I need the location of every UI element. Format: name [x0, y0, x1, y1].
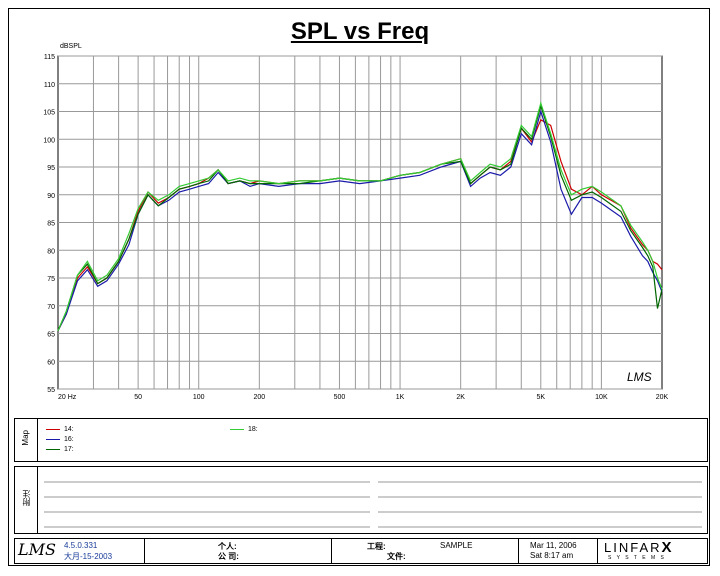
x-tick-labels: 20 Hz 50 100 200 500 1K 2K 5K 10K 20K: [58, 394, 669, 401]
project-label: 工程:: [367, 542, 386, 551]
build-date: 大月-15-2003: [64, 552, 113, 561]
legend-entry: 14:: [46, 426, 74, 433]
legend-swatch: [46, 439, 60, 440]
legend-swatch: [46, 429, 60, 430]
legend-label: 16:: [64, 436, 74, 443]
company-label: 公 司:: [218, 552, 239, 561]
map-label: Map: [21, 430, 30, 446]
legend-entry: 17:: [46, 446, 74, 453]
window-frame: [8, 8, 710, 566]
project-value: SAMPLE: [440, 541, 473, 550]
map-label-cell: [14, 418, 38, 462]
x-tick-label: 200: [253, 394, 265, 401]
y-tick-label: 90: [47, 193, 55, 200]
y-tick-label: 80: [47, 248, 55, 255]
brand-sub: S Y S T E M S: [608, 555, 666, 561]
y-tick-label: 100: [43, 137, 55, 144]
y-tick-label: 70: [47, 304, 55, 311]
x-tick-label: 20 Hz: [58, 394, 77, 401]
y-tick-label: 60: [47, 359, 55, 366]
date: Mar 11, 2006: [530, 541, 577, 550]
lms-watermark: LMS: [627, 370, 652, 384]
x-tick-label: 50: [134, 394, 142, 401]
legend-label: 14:: [64, 426, 74, 433]
footer-cell-2: [331, 538, 519, 564]
file-label: 文件:: [387, 552, 406, 561]
notes-label: 附注: [22, 490, 31, 506]
y-tick-label: 85: [47, 221, 55, 228]
x-tick-label: 2K: [456, 394, 465, 401]
x-tick-label: 500: [334, 394, 346, 401]
legend-label: 18:: [248, 426, 258, 433]
version: 4.5.0.331: [64, 541, 98, 550]
notes-label-cell: [14, 466, 38, 534]
grid: [58, 55, 662, 390]
y-tick-label: 105: [43, 110, 55, 117]
y-tick-label: 55: [47, 387, 55, 394]
brand-logo: LINFARX: [604, 539, 674, 556]
legend-entry: 16:: [46, 436, 74, 443]
map-panel: [14, 418, 708, 462]
x-tick-label: 20K: [656, 394, 669, 401]
time: Sat 8:17 am: [530, 551, 574, 560]
series-line-18: [57, 101, 663, 331]
y-tick-label: 65: [47, 332, 55, 339]
x-tick-label: 10K: [595, 394, 608, 401]
y-tick-label: 115: [44, 54, 55, 61]
brand-name: LINFAR: [604, 540, 662, 555]
person-label: 个人:: [218, 542, 237, 551]
x-tick-label: 5K: [537, 394, 546, 401]
y-tick-labels: 55 60 65 70 75 80 85 90 95 100 105 110 115: [43, 54, 55, 394]
notes-panel: [14, 466, 708, 534]
y-tick-label: 110: [44, 82, 55, 89]
x-tick-label: 1K: [396, 394, 405, 401]
legend-entry: 18:: [230, 426, 258, 433]
x-tick-label: 100: [193, 394, 205, 401]
legend-swatch: [230, 429, 244, 430]
legend-label: 17:: [64, 446, 74, 453]
legend-swatch: [46, 449, 60, 450]
series-lines: [57, 101, 663, 331]
chart-title: SPL vs Freq: [290, 18, 430, 45]
y-axis-label: dBSPL: [60, 43, 82, 50]
footer-logo: LMS: [18, 540, 56, 559]
spl-chart: 55 60 65 70 75 80 85 90 95 100 105 110 115 20 Hz 50 10…: [43, 43, 669, 401]
y-tick-label: 75: [47, 276, 55, 283]
y-tick-label: 95: [47, 165, 55, 172]
footer-cell-3: [518, 538, 598, 564]
brand-x: X: [661, 539, 674, 556]
